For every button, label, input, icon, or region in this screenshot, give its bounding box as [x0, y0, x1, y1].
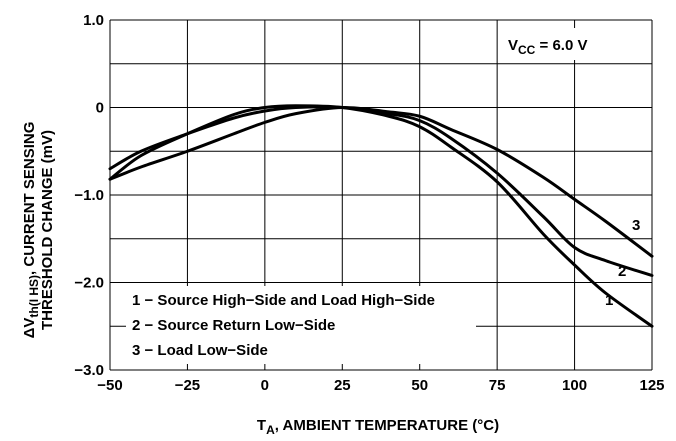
- y-tick-label-4: −3.0: [74, 362, 104, 379]
- legend-item-2: 2 − Source Return Low−Side: [132, 317, 335, 334]
- x-tick-label-4: 50: [411, 377, 428, 394]
- grid: [109, 19, 653, 371]
- x-tick-label-3: 25: [334, 377, 351, 394]
- series-line-3: [108, 105, 654, 258]
- x-axis-label: TA, AMBIENT TEMPERATURE (°C): [257, 417, 499, 437]
- legend-item-3: 3 − Load Low−Side: [132, 342, 268, 359]
- y-tick-label-2: −1.0: [74, 187, 104, 204]
- curve-label-1: 1: [605, 292, 613, 309]
- curve-label-2: 2: [618, 263, 626, 280]
- y-tick-label-1: 0: [96, 100, 104, 117]
- x-tick-label-7: 125: [639, 377, 664, 394]
- svg-text:ΔVth(I HS), CURRENT SENSING: ΔVth(I HS), CURRENT SENSING: [21, 122, 41, 339]
- y-axis-label: ΔVth(I HS), CURRENT SENSING THRESHOLD CH…: [21, 122, 56, 339]
- x-tick-label-6: 100: [562, 377, 587, 394]
- x-tick-label-1: −25: [175, 377, 200, 394]
- y-axis-label-line2: THRESHOLD CHANGE (mV): [39, 130, 56, 330]
- x-tick-label-0: −50: [97, 377, 122, 394]
- y-tick-label-3: −2.0: [74, 275, 104, 292]
- tick-labels: −50 −25 0 25 50 75 100 125 1.0 0 −1.0 −2.0 −3.0: [74, 12, 664, 394]
- condition-label: VCC = 6.0 V: [508, 37, 587, 57]
- y-tick-label-0: 1.0: [83, 12, 104, 29]
- curves: [108, 104, 654, 328]
- series-line-2: [108, 105, 654, 277]
- legend-item-1: 1 − Source High−Side and Load High−Side: [132, 292, 435, 309]
- condition-box: [498, 28, 634, 60]
- x-tick-label-5: 75: [489, 377, 506, 394]
- x-tick-label-2: 0: [261, 377, 269, 394]
- legend-box: [126, 286, 476, 364]
- curve-label-3: 3: [632, 217, 640, 234]
